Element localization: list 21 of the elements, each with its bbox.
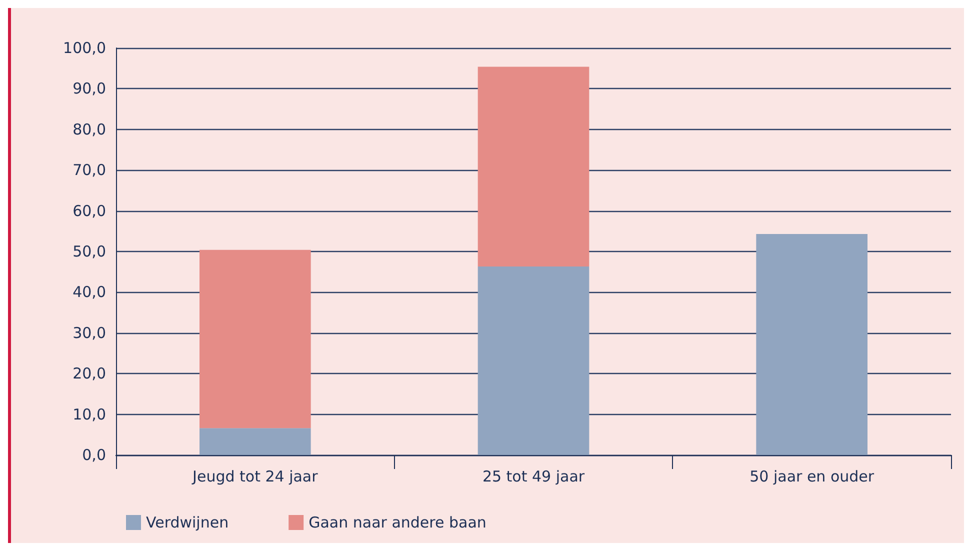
bar	[756, 234, 868, 455]
bar	[478, 66, 590, 267]
x-tick-label: 50 jaar en ouder	[750, 468, 875, 486]
y-tick-label: 0,0	[82, 446, 106, 464]
y-tick-label: 40,0	[72, 283, 106, 302]
legend-label: Gaan naar andere baan	[308, 514, 486, 532]
y-tick-label: 30,0	[72, 324, 106, 342]
y-tick-label: 70,0	[72, 161, 106, 180]
y-tick-label: 80,0	[72, 120, 106, 138]
y-tick-label: 90,0	[72, 80, 106, 98]
bar	[478, 266, 590, 455]
y-tick-label: 100,0	[63, 39, 106, 57]
x-tick-label: Jeugd tot 24 jaar	[192, 468, 319, 486]
legend-label: Verdwijnen	[146, 514, 229, 532]
y-tick-label: 60,0	[72, 202, 106, 220]
x-tick-label: 25 tot 49 jaar	[482, 468, 586, 486]
y-tick-label: 10,0	[72, 405, 106, 424]
bar	[200, 428, 311, 455]
y-tick-label: 50,0	[72, 242, 106, 260]
bar	[200, 250, 311, 428]
y-tick-label: 20,0	[72, 364, 106, 383]
